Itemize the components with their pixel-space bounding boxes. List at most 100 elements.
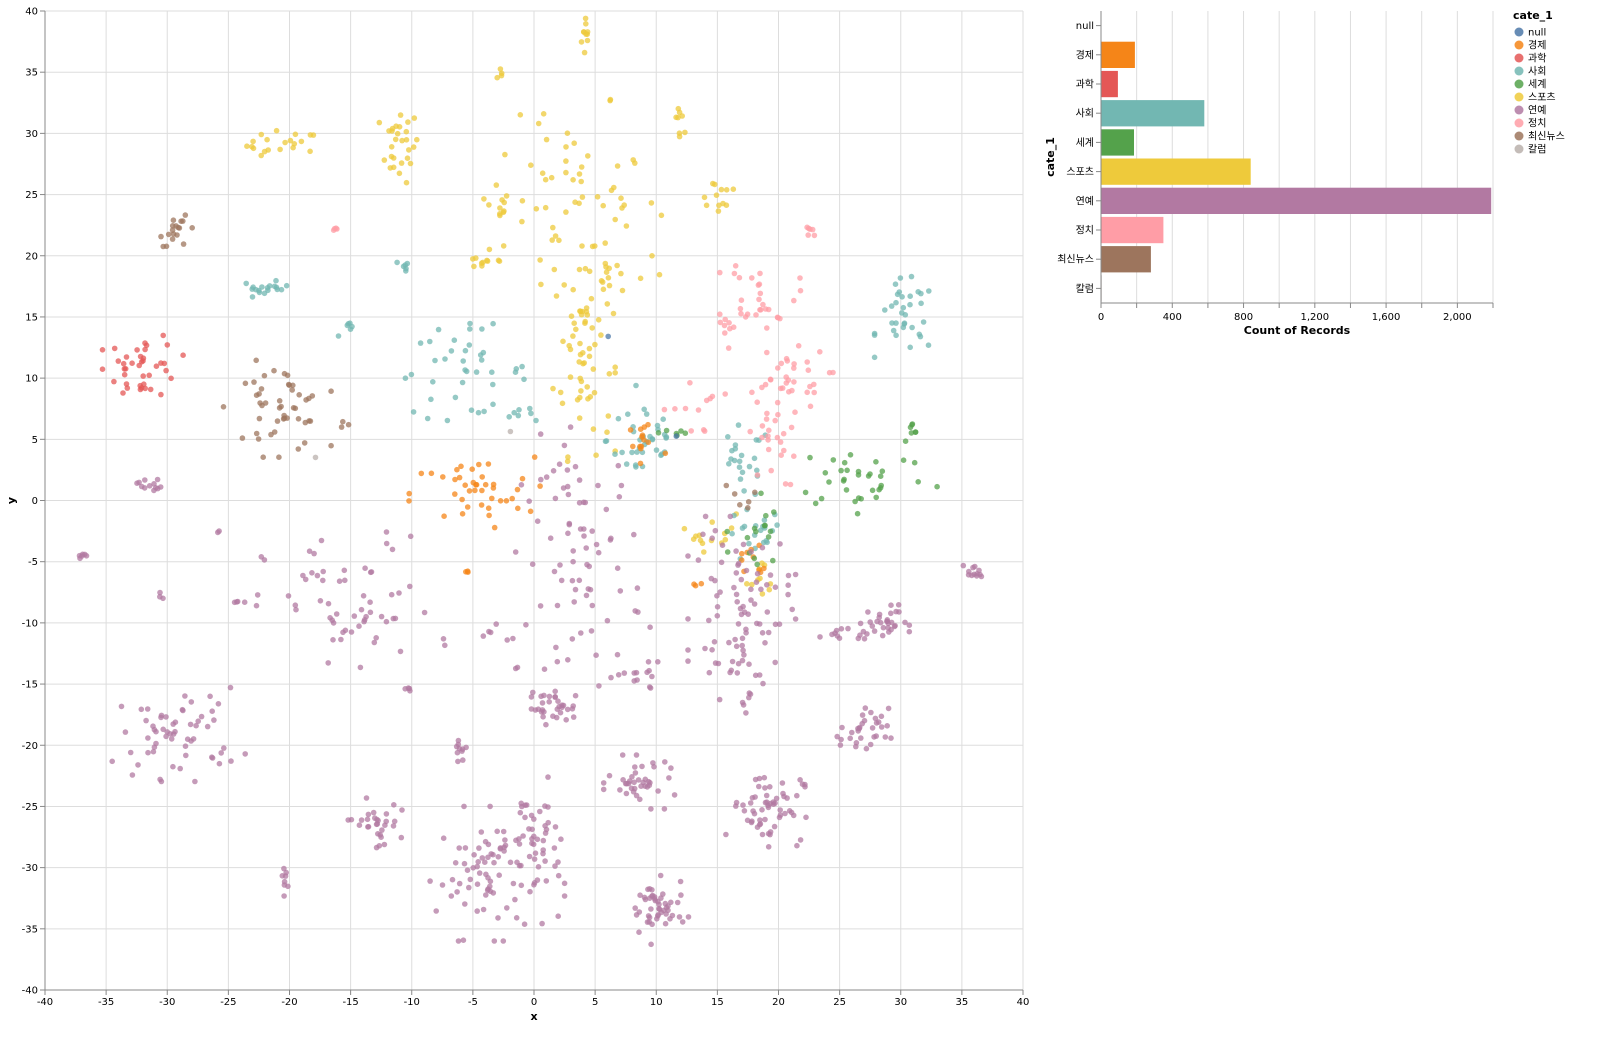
scatter-point [593, 541, 600, 548]
scatter-point [646, 782, 653, 789]
scatter-point [328, 442, 334, 449]
scatter-x-tick-label: 35 [956, 997, 969, 1008]
scatter-point [479, 855, 486, 861]
scatter-point [818, 495, 825, 502]
scatter-point [573, 326, 579, 333]
scatter-point [661, 907, 667, 914]
scatter-point [595, 549, 602, 556]
scatter-point [571, 320, 577, 327]
scatter-point [743, 567, 750, 574]
scatter-point [792, 616, 799, 622]
legend-label: 정치 [1528, 118, 1546, 130]
scatter-point [254, 592, 261, 598]
scatter-point [834, 633, 841, 639]
scatter-point [724, 549, 731, 555]
scatter-point [145, 735, 151, 741]
legend-swatch [1514, 118, 1524, 128]
scatter-point [747, 428, 753, 435]
scatter-point [765, 433, 771, 439]
scatter-points [76, 15, 985, 948]
scatter-point [571, 599, 577, 605]
scatter-point [556, 703, 562, 710]
scatter-point [134, 347, 140, 353]
scatter-point [605, 413, 612, 419]
scatter-point [522, 814, 528, 821]
bar-y-tick-label: 사회 [1076, 108, 1094, 120]
scatter-point [312, 454, 319, 461]
scatter-point [158, 233, 164, 240]
scatter-point [717, 311, 723, 318]
scatter-point [616, 494, 623, 500]
scatter-point [135, 762, 141, 768]
scatter-point [581, 49, 588, 56]
scatter-point [724, 528, 730, 535]
scatter-point [242, 751, 248, 757]
scatter-point [907, 293, 913, 300]
scatter-point [637, 892, 643, 898]
scatter-point [271, 367, 277, 374]
scatter-point [394, 259, 400, 266]
scatter-point [498, 72, 505, 79]
scatter-point [405, 119, 411, 125]
scatter-point [177, 765, 183, 772]
scatter-point [791, 361, 797, 367]
scatter-point [500, 243, 507, 249]
scatter-point [738, 310, 744, 317]
scatter-point [375, 831, 381, 837]
scatter-point [759, 423, 766, 429]
scatter-point [373, 635, 380, 641]
scatter-x-tick-label: -5 [468, 997, 478, 1008]
scatter-point [456, 474, 463, 481]
scatter-point [460, 358, 467, 364]
scatter-point [396, 590, 402, 596]
scatter-point [775, 365, 781, 371]
scatter-point [817, 634, 823, 640]
scatter-point [399, 137, 405, 144]
scatter-point [143, 717, 149, 724]
scatter-point [340, 418, 346, 425]
scatter-point [908, 273, 915, 280]
scatter-point [736, 458, 743, 465]
scatter-point [772, 584, 779, 590]
scatter-point [751, 601, 758, 607]
scatter-point [725, 434, 731, 440]
scatter-point [713, 192, 720, 198]
scatter-point [494, 74, 501, 81]
scatter-point [715, 208, 722, 214]
scatter-point [593, 452, 599, 459]
scatter-point [403, 179, 410, 186]
scatter-point [565, 530, 571, 537]
scatter-point [358, 606, 365, 613]
scatter-point [281, 412, 287, 419]
scatter-point [775, 411, 781, 418]
scatter-y-tick-label: -10 [22, 618, 38, 629]
scatter-point [771, 823, 778, 830]
scatter-point [551, 845, 558, 851]
scatter-point [563, 209, 569, 215]
scatter-y-tick-label: 35 [25, 68, 38, 79]
scatter-point [138, 706, 145, 713]
scatter-point [646, 684, 653, 690]
scatter-point [853, 743, 859, 750]
scatter-point [682, 129, 688, 136]
scatter-point [719, 542, 726, 548]
scatter-point [663, 427, 670, 434]
scatter-point [356, 623, 362, 629]
scatter-point [740, 647, 746, 654]
scatter-point [655, 912, 661, 918]
scatter-point [160, 332, 166, 339]
scatter-point [777, 812, 784, 818]
scatter-point [300, 572, 306, 579]
scatter-point [685, 553, 691, 559]
scatter-point [531, 882, 537, 888]
scatter-point [327, 615, 333, 621]
scatter-point [481, 196, 487, 202]
scatter-point [466, 488, 473, 494]
scatter-point [737, 476, 744, 482]
scatter-point [579, 194, 586, 200]
scatter-point [753, 579, 760, 585]
scatter-point [538, 693, 544, 700]
scatter-point [480, 349, 487, 356]
scatter-point [629, 774, 635, 780]
scatter-point [440, 636, 447, 642]
